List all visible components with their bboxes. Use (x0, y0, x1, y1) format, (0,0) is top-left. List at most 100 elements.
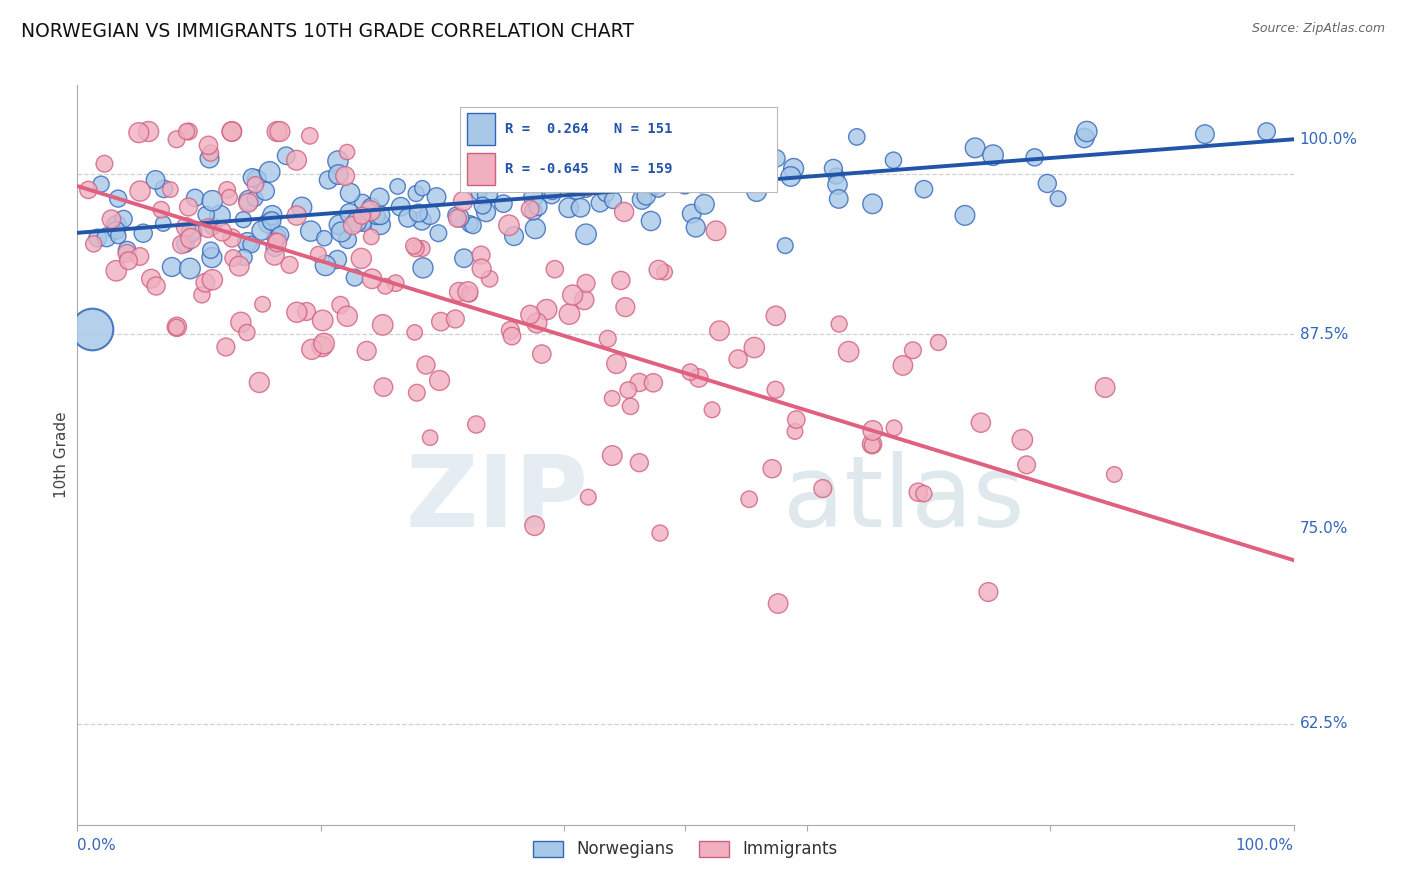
Point (862, 424, 884, 438)
Point (977, 585, 1000, 599)
Point (657, 152, 679, 166)
Point (765, 152, 787, 166)
Point (105, 223, 128, 237)
Point (430, 315, 453, 329)
Point (128, 126, 150, 140)
Point (105, 264, 128, 278)
Point (194, 276, 217, 290)
Point (419, 207, 441, 221)
Point (326, 252, 349, 267)
Point (567, 130, 589, 145)
Point (600, 449, 623, 463)
Point (654, 265, 676, 279)
Point (679, 365, 702, 379)
Point (93, 157, 115, 171)
Point (1024, 150, 1046, 164)
Point (201, 273, 224, 287)
Point (266, 235, 288, 250)
Point (90, 177, 112, 191)
Point (262, 208, 284, 222)
Point (247, 376, 270, 390)
Point (828, 317, 851, 331)
Point (301, 343, 323, 357)
Point (107, 229, 129, 244)
Point (221, 124, 243, 138)
Point (475, 205, 498, 219)
Point (298, 128, 321, 143)
Point (370, 208, 392, 222)
Point (522, 190, 544, 204)
Point (342, 219, 364, 233)
Point (765, 309, 787, 323)
Point (353, 217, 375, 231)
Point (883, 421, 905, 435)
Point (1256, 124, 1278, 138)
Point (326, 154, 349, 169)
Point (588, 165, 610, 179)
Point (312, 313, 335, 327)
Point (77, 183, 100, 197)
Point (318, 173, 340, 187)
Point (117, 253, 139, 268)
Point (845, 130, 868, 145)
Point (617, 383, 640, 397)
Point (330, 225, 353, 239)
Point (107, 192, 129, 206)
Point (339, 186, 361, 200)
Point (285, 305, 308, 319)
Point (519, 308, 541, 322)
Point (353, 213, 375, 227)
Point (647, 182, 669, 196)
Point (184, 191, 207, 205)
Point (481, 169, 503, 183)
Point (862, 197, 884, 211)
Point (245, 178, 267, 192)
Point (492, 196, 515, 211)
Point (285, 209, 308, 223)
Point (299, 224, 322, 238)
Point (610, 273, 633, 287)
Point (626, 171, 648, 186)
Point (350, 252, 373, 266)
Point (927, 335, 949, 350)
Point (447, 285, 470, 299)
Point (356, 343, 378, 358)
Point (350, 209, 373, 223)
Point (901, 343, 924, 358)
Point (87, 231, 110, 245)
Point (600, 392, 623, 406)
Point (228, 259, 250, 273)
Point (339, 206, 361, 220)
Point (195, 208, 218, 222)
Point (411, 242, 433, 256)
Point (783, 425, 806, 439)
Point (132, 226, 155, 240)
Point (965, 141, 987, 155)
Point (222, 251, 245, 265)
Point (360, 200, 382, 214)
Point (343, 270, 366, 285)
Point (1015, 458, 1038, 472)
Point (295, 304, 318, 318)
Point (252, 297, 274, 311)
Point (314, 259, 336, 273)
Point (233, 251, 256, 265)
Point (291, 200, 314, 214)
Point (177, 200, 200, 214)
Point (129, 184, 152, 198)
Point (384, 276, 406, 290)
Point (415, 358, 437, 372)
Point (628, 376, 651, 390)
Point (827, 178, 849, 192)
Point (561, 288, 583, 302)
Point (468, 186, 491, 200)
Point (250, 223, 273, 237)
Point (742, 341, 765, 355)
Point (891, 359, 914, 373)
Point (389, 200, 412, 214)
Point (201, 194, 224, 208)
Point (238, 195, 260, 210)
Point (640, 140, 662, 154)
Point (907, 485, 929, 500)
Point (263, 241, 285, 255)
